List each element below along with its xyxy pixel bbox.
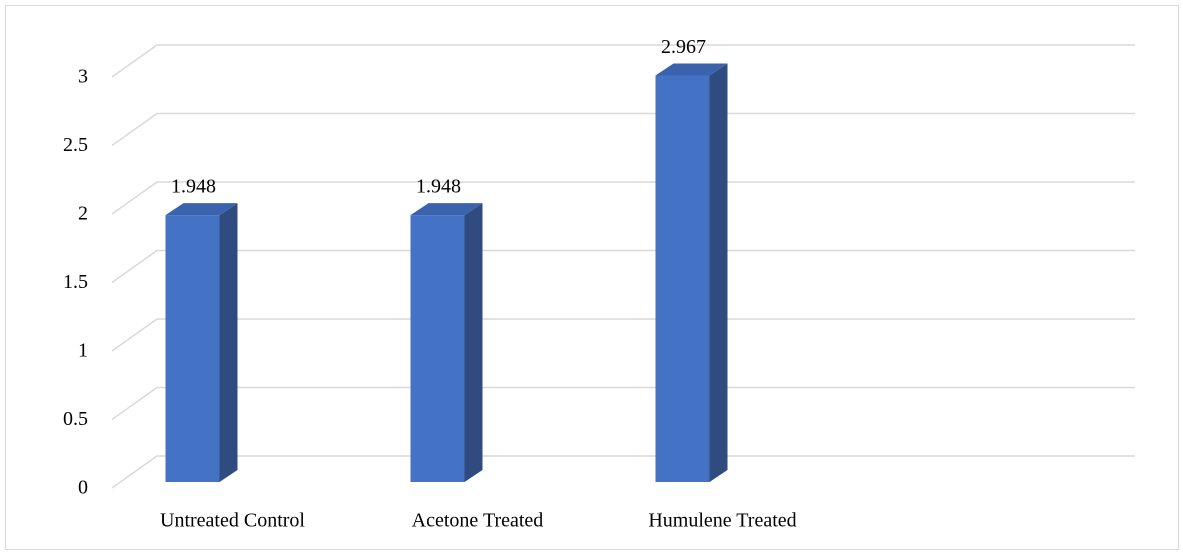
bar xyxy=(165,215,220,482)
grid-line xyxy=(111,318,1135,352)
y-tick-label: 0 xyxy=(78,477,88,499)
value-label: 1.948 xyxy=(416,176,461,198)
grid-line xyxy=(111,455,1135,489)
bar-side xyxy=(219,203,238,482)
bar-top xyxy=(410,203,483,216)
bar xyxy=(655,75,710,483)
bar xyxy=(410,215,465,482)
x-tick-label: Untreated Control xyxy=(160,510,305,532)
x-tick-label: Humulene Treated xyxy=(648,510,796,532)
x-tick-label: Acetone Treated xyxy=(412,510,544,532)
grid-line xyxy=(111,249,1135,284)
y-tick-label: 2.5 xyxy=(63,134,88,156)
y-tick-label: 1.5 xyxy=(63,271,88,293)
bar-top xyxy=(655,63,728,76)
grid-line xyxy=(111,181,1135,215)
y-tick-label: 3 xyxy=(78,66,88,88)
y-tick-label: 1 xyxy=(78,340,88,362)
value-label: 1.948 xyxy=(171,176,216,198)
bar-top xyxy=(165,203,238,216)
grid-line xyxy=(111,44,1135,78)
bar-side xyxy=(464,203,483,482)
value-label: 2.967 xyxy=(661,36,706,58)
grid-line xyxy=(111,386,1135,421)
y-tick-label: 2 xyxy=(78,203,88,225)
bar-side xyxy=(709,63,728,483)
grid-line xyxy=(111,112,1135,147)
y-tick-label: 0.5 xyxy=(63,408,88,430)
